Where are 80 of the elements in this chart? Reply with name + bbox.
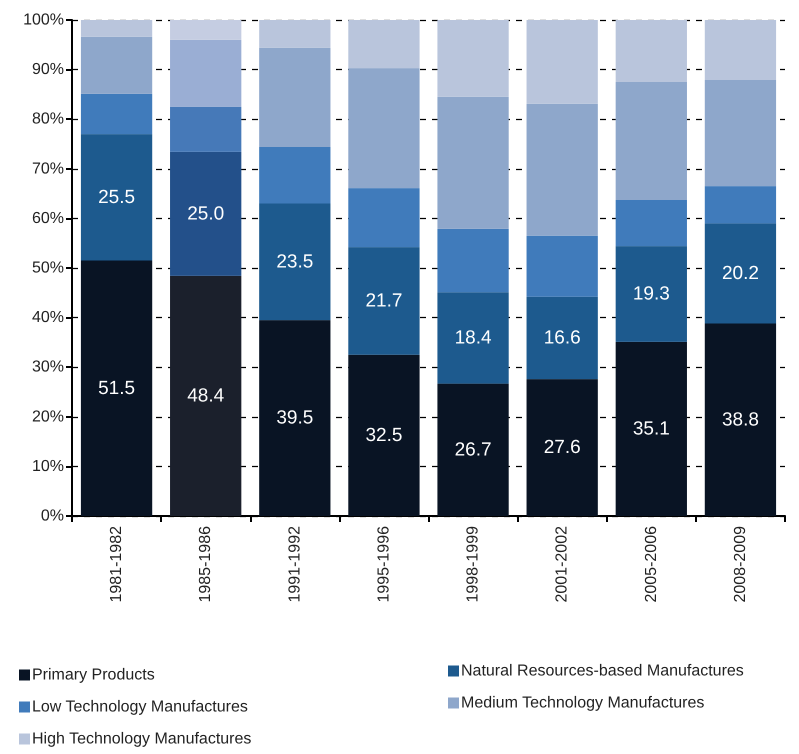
- bar: [80, 20, 152, 37]
- data-label: 16.6: [544, 327, 581, 348]
- bar: [348, 354, 420, 516]
- y-tick-label: 90%: [32, 61, 64, 78]
- bar: [259, 20, 330, 48]
- data-label: 39.5: [276, 408, 314, 429]
- bar: [437, 20, 509, 97]
- bar: [704, 324, 776, 516]
- x-tick-label: 2005-2006: [642, 526, 660, 603]
- bar: [704, 223, 776, 324]
- data-label: 48.4: [187, 385, 225, 406]
- bar: [80, 94, 152, 134]
- bar: [526, 296, 598, 380]
- data-label: 21.7: [365, 290, 402, 312]
- x-tick-label: 1998-1999: [464, 526, 482, 603]
- bar: [437, 96, 509, 229]
- data-label: 25.0: [187, 203, 224, 224]
- x-tick-label: 1995-1996: [375, 526, 392, 603]
- bar: [80, 134, 152, 261]
- bar: [259, 320, 330, 516]
- bar: [526, 236, 598, 297]
- data-label: 26.7: [454, 439, 492, 460]
- y-tick-label: 40%: [32, 309, 64, 326]
- bar: [259, 48, 330, 147]
- data-label: 51.5: [98, 378, 136, 399]
- bar: [526, 104, 598, 236]
- bar: [526, 20, 598, 104]
- bar: [170, 106, 242, 152]
- bar: [170, 152, 242, 276]
- data-label: 27.6: [544, 437, 581, 458]
- data-label: 25.5: [98, 186, 136, 208]
- legend-label: Primary Products: [32, 666, 155, 684]
- bar: [616, 20, 687, 82]
- bar: [348, 20, 420, 68]
- bar: [616, 246, 687, 342]
- data-label: 23.5: [276, 251, 314, 272]
- legend-label: High Technology Manufactures: [32, 730, 252, 748]
- y-tick-label: 20%: [32, 408, 64, 426]
- legend-label: Low Technology Manufactures: [32, 698, 248, 716]
- bar: [616, 82, 687, 200]
- bar: [704, 80, 776, 186]
- y-tick-label: 70%: [32, 160, 64, 178]
- data-label: 18.4: [454, 327, 492, 348]
- legend-label: Medium Technology Manufactures: [461, 694, 704, 712]
- bar: [437, 384, 509, 516]
- x-tick-label: 2008-2009: [732, 526, 749, 603]
- bar: [704, 20, 776, 80]
- bar: [348, 247, 420, 355]
- bar: [348, 68, 420, 188]
- data-label: 20.2: [722, 262, 759, 284]
- bar: [616, 200, 687, 246]
- bar: [348, 188, 420, 248]
- bar: [437, 292, 509, 384]
- y-tick-label: 0%: [40, 508, 64, 524]
- bar: [170, 20, 242, 40]
- x-tick-label: 1991-1992: [286, 526, 304, 603]
- data-label: 19.3: [632, 284, 670, 305]
- bar: [526, 379, 598, 516]
- legend-label: Natural Resources-based Manufactures: [461, 662, 744, 680]
- bar: [259, 146, 330, 204]
- x-tick-label: 2001-2002: [554, 526, 571, 603]
- y-tick-label: 10%: [32, 458, 64, 475]
- y-tick-label: 80%: [32, 110, 64, 128]
- y-tick-label: 50%: [32, 260, 64, 276]
- bar: [170, 276, 242, 516]
- bar: [704, 186, 776, 224]
- y-tick-label: 30%: [32, 358, 64, 376]
- y-tick-label: 100%: [23, 12, 64, 28]
- bar: [170, 40, 242, 107]
- bar: [80, 36, 152, 94]
- bar: [437, 228, 509, 292]
- data-label: 35.1: [632, 418, 670, 440]
- bar: [616, 342, 687, 516]
- bar: [259, 204, 330, 320]
- data-label: 38.8: [722, 409, 759, 430]
- data-label: 32.5: [365, 424, 402, 446]
- y-tick-label: 60%: [32, 210, 64, 227]
- bar: [80, 260, 152, 516]
- x-tick-label: 1981-1982: [108, 526, 126, 603]
- x-tick-label: 1985-1986: [197, 526, 214, 603]
